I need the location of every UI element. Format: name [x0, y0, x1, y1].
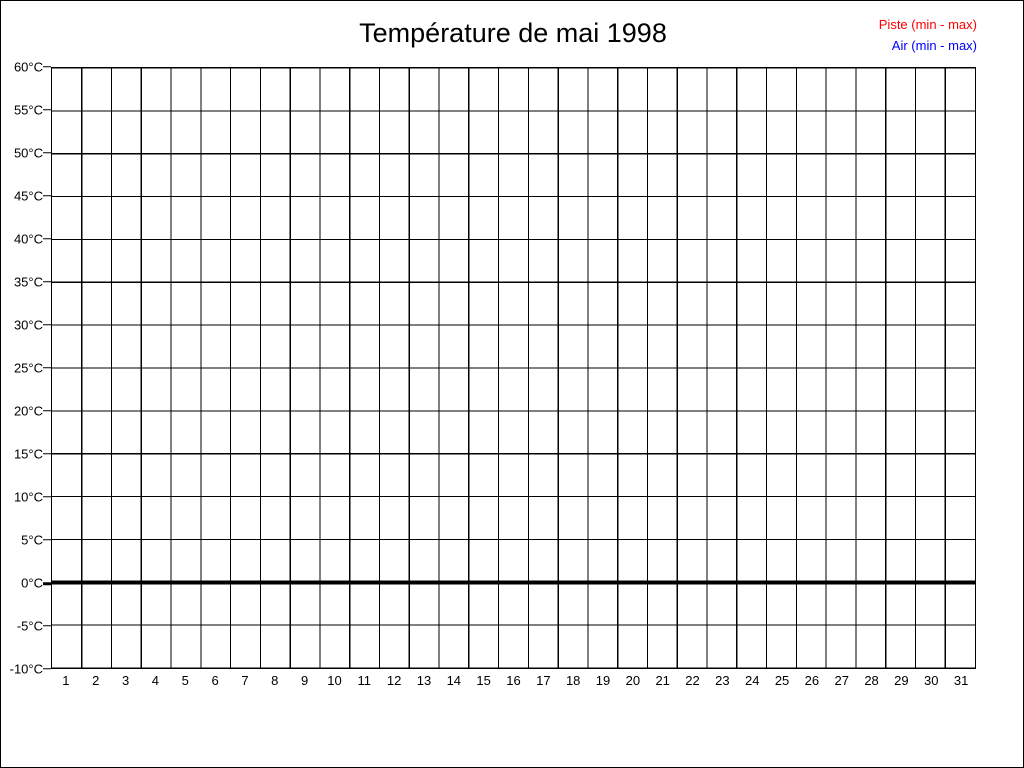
x-tick-label: 4 — [151, 673, 160, 688]
x-tick-label: 22 — [685, 673, 700, 688]
x-tick-label: 18 — [565, 673, 581, 688]
legend-item-piste: Piste (min - max) — [878, 17, 977, 32]
y-tick-label: 60°C — [13, 59, 43, 75]
x-tick-label: 19 — [595, 673, 611, 688]
x-tick-label: 3 — [121, 673, 130, 688]
x-tick-label: 24 — [744, 673, 760, 688]
x-tick-label: 31 — [953, 673, 969, 688]
y-tick-label: 10°C — [13, 489, 43, 505]
y-axis-ticks — [43, 66, 51, 670]
y-tick-mark — [43, 195, 51, 197]
x-tick-label: 1 — [62, 673, 70, 688]
x-tick-label: 29 — [894, 673, 909, 688]
y-tick-mark — [43, 496, 51, 498]
y-tick-mark — [43, 66, 51, 68]
legend-item-air: Air (min - max) — [891, 38, 977, 53]
y-tick-label: 25°C — [13, 360, 43, 376]
chart-legend: Piste (min - max) Air (min - max) — [879, 14, 977, 56]
x-tick-label: 16 — [506, 673, 521, 688]
x-tick-label: 20 — [625, 673, 641, 688]
x-axis: 1 2 3 4 5 6 7 8 9 10 11 12 13 14 15 16 17 18 19 20 21 22 23 24 2… — [51, 673, 976, 695]
x-tick-label: 5 — [181, 673, 189, 688]
plot-area — [51, 67, 976, 669]
x-tick-label: 12 — [386, 673, 402, 688]
y-tick-mark — [43, 324, 51, 326]
x-tick-label: 25 — [774, 673, 790, 688]
x-tick-label: 14 — [446, 673, 462, 688]
y-tick-mark — [43, 152, 51, 154]
y-tick-label: -10°C — [9, 661, 43, 677]
x-tick-label: 6 — [211, 673, 219, 688]
x-tick-label: 9 — [301, 673, 309, 688]
x-tick-label: 2 — [92, 673, 100, 688]
x-tick-label: 21 — [655, 673, 670, 688]
x-tick-label: 10 — [327, 673, 342, 688]
y-tick-label: 30°C — [13, 317, 43, 333]
y-tick-label: 20°C — [13, 403, 43, 419]
y-tick-label: -5°C — [16, 618, 43, 634]
y-axis: 60°C 55°C 50°C 45°C 40°C 35°C 30°C 25°C 20°C 15°C… — [1, 60, 43, 677]
y-tick-label: 55°C — [13, 102, 43, 118]
y-tick-mark — [43, 453, 51, 455]
y-tick-label: 50°C — [13, 145, 43, 161]
y-tick-label: 35°C — [13, 274, 43, 290]
x-tick-label: 11 — [357, 673, 372, 688]
y-tick-label: 0°C — [21, 575, 43, 591]
grid-lines — [52, 68, 975, 668]
y-tick-mark — [43, 410, 51, 412]
x-tick-label: 7 — [241, 673, 249, 688]
x-tick-label: 26 — [804, 673, 820, 688]
x-tick-label: 15 — [476, 673, 491, 688]
y-tick-label: 40°C — [13, 231, 43, 247]
chart-title: Température de mai 1998 — [359, 18, 667, 48]
x-tick-label: 27 — [834, 673, 849, 688]
x-tick-label: 23 — [715, 673, 730, 688]
y-tick-label: 45°C — [13, 188, 43, 204]
x-tick-label: 28 — [864, 673, 879, 688]
x-tick-label: 13 — [416, 673, 432, 688]
x-tick-label: 17 — [536, 673, 551, 688]
y-tick-mark — [43, 367, 51, 369]
y-tick-mark — [43, 109, 51, 111]
y-tick-label: 15°C — [13, 446, 43, 462]
x-tick-label: 8 — [271, 673, 279, 688]
y-tick-mark — [43, 668, 51, 670]
y-tick-mark — [43, 625, 51, 627]
y-tick-label: 5°C — [21, 532, 43, 548]
x-tick-label: 30 — [924, 673, 939, 688]
y-tick-mark — [43, 539, 51, 541]
y-tick-mark — [43, 281, 51, 283]
y-tick-mark — [43, 582, 51, 586]
y-tick-mark — [43, 238, 51, 240]
